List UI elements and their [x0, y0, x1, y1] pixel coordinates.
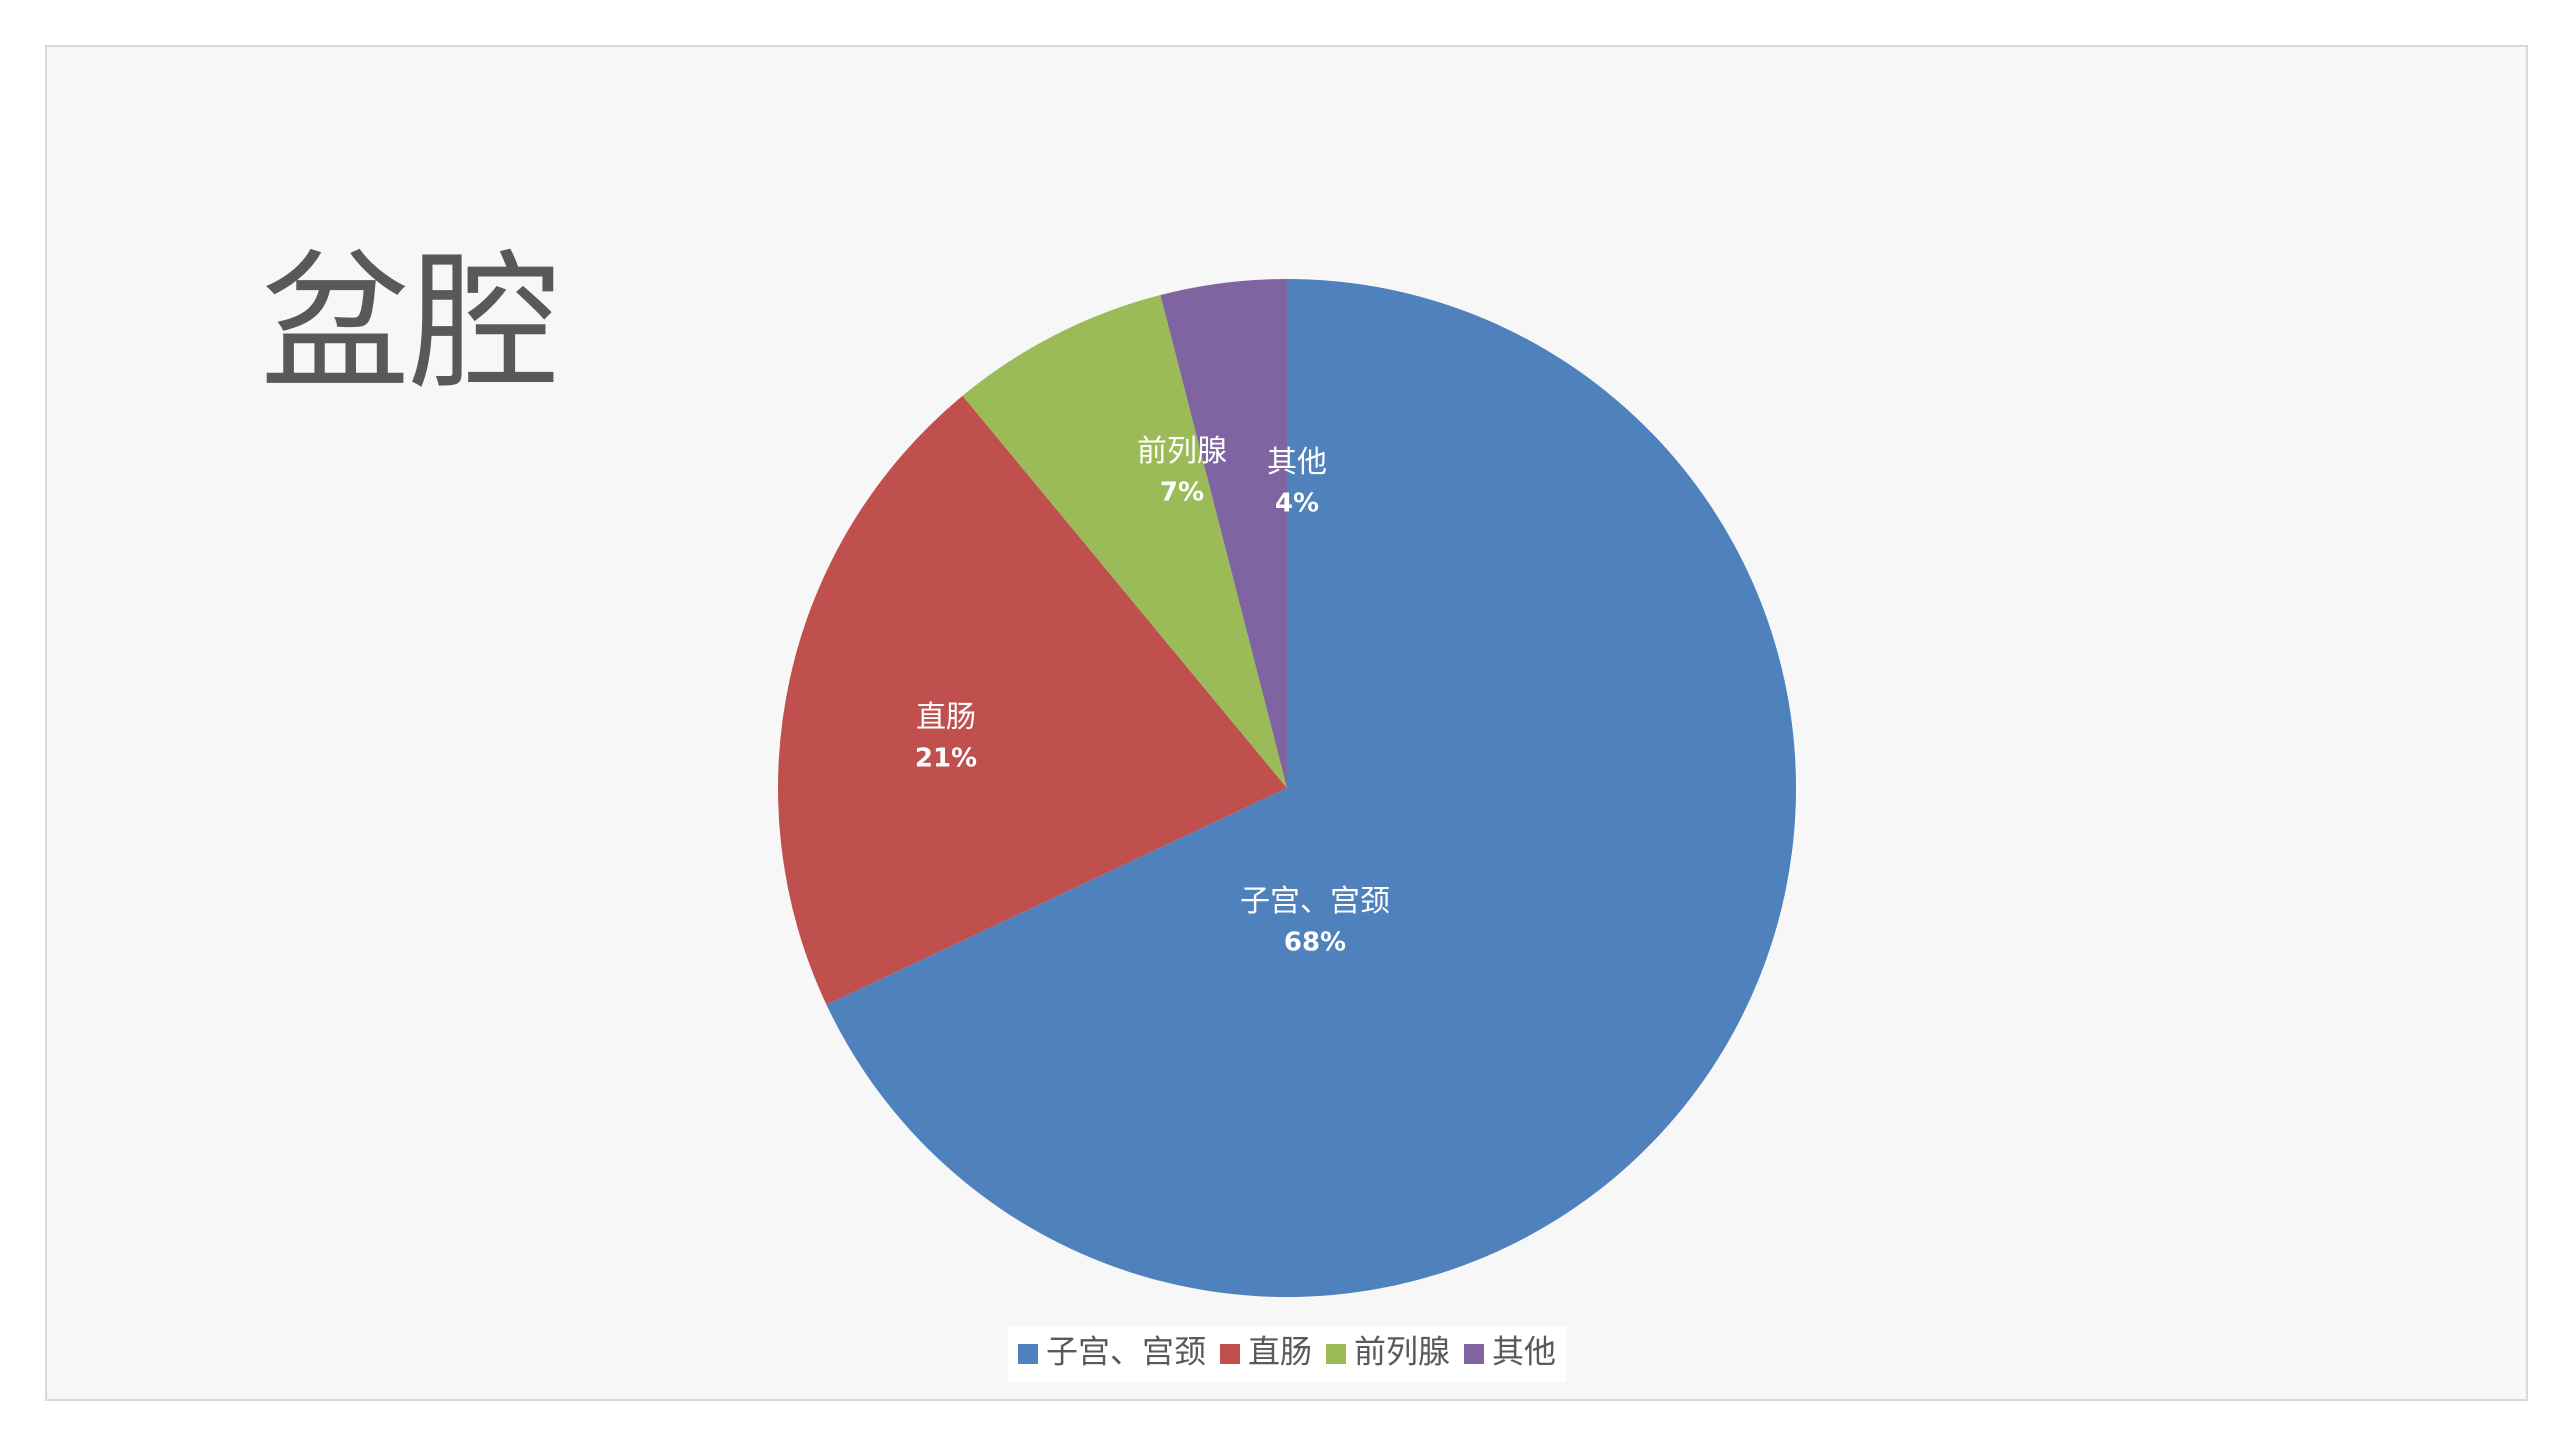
- legend-swatch: [1219, 1344, 1240, 1364]
- legend-swatch: [1017, 1344, 1038, 1364]
- pie-slice: [778, 395, 1287, 1005]
- legend-label: 其他: [1492, 1333, 1556, 1371]
- pie-slice: [1160, 279, 1287, 788]
- pie: [778, 279, 1796, 1298]
- legend-label: 子宫、宫颈: [1046, 1333, 1206, 1371]
- chart-title: 盆腔: [260, 237, 560, 411]
- data-labels: 子宫、宫颈 68% 直肠 21% 前列腺 7% 其他 4%: [915, 434, 1390, 958]
- slice-category-label: 直肠: [916, 700, 976, 735]
- slice-value-label: 7%: [1160, 478, 1204, 508]
- legend-swatch: [1464, 1344, 1485, 1364]
- slice-value-label: 68%: [1284, 928, 1346, 958]
- slice-category-label: 前列腺: [1137, 434, 1227, 469]
- pie-slice: [826, 279, 1796, 1298]
- slice-value-label: 4%: [1275, 489, 1319, 519]
- slice-value-label: 21%: [915, 744, 977, 774]
- legend-swatch: [1326, 1344, 1346, 1364]
- legend-label: 直肠: [1248, 1333, 1312, 1371]
- pie-slice: [962, 294, 1287, 788]
- legend: 子宫、宫颈 直肠 前列腺 其他: [1017, 1333, 1556, 1371]
- slice-category-label: 其他: [1267, 445, 1327, 480]
- slice-category-label: 子宫、宫颈: [1240, 884, 1390, 919]
- legend-label: 前列腺: [1354, 1333, 1450, 1371]
